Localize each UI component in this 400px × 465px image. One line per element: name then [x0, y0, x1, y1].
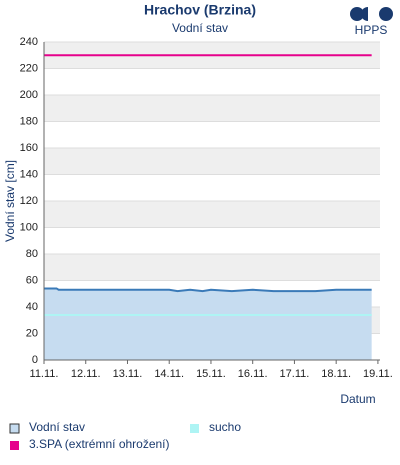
x-tick-label: 12.11.	[71, 368, 101, 380]
y-axis-label: Vodní stav [cm]	[3, 160, 17, 242]
legend-label: 3.SPA (extrémní ohrožení)	[29, 437, 170, 451]
y-tick-label: 80	[26, 248, 38, 260]
x-tick-label: 11.11.	[30, 368, 59, 380]
x-tick-label: 14.11.	[154, 368, 184, 380]
y-tick-label: 200	[20, 89, 38, 101]
legend-label: sucho	[209, 420, 241, 434]
x-tick-label: 17.11.	[280, 368, 310, 380]
logo	[350, 7, 393, 21]
y-tick-label: 0	[32, 354, 38, 366]
brand: HPPS	[355, 23, 388, 37]
legend-swatch	[9, 423, 20, 434]
x-tick-label: 15.11.	[196, 368, 226, 380]
y-tick-label: 20	[26, 327, 38, 339]
x-tick-label: 19.11.	[363, 368, 393, 380]
y-tick-label: 240	[20, 36, 38, 48]
x-axis-label: Datum	[340, 392, 375, 406]
chart-subtitle: Vodní stav	[172, 21, 228, 35]
y-tick-label: 40	[26, 301, 38, 313]
grid-band	[44, 148, 380, 175]
chart-title: Hrachov (Brzina)	[144, 2, 256, 18]
legend-swatch	[190, 424, 199, 433]
grid-band	[44, 254, 380, 281]
grid-band	[44, 201, 380, 228]
legend-swatch	[10, 441, 19, 450]
y-tick-label: 220	[20, 62, 38, 74]
y-tick-label: 120	[20, 195, 38, 207]
line	[44, 287, 372, 293]
y-tick-label: 180	[20, 115, 38, 127]
y-tick-label: 100	[20, 221, 38, 233]
x-tick-label: 18.11.	[321, 368, 351, 380]
area-fill	[44, 288, 372, 360]
y-tick-label: 140	[20, 168, 38, 180]
legend-label: Vodní stav	[29, 420, 85, 434]
x-tick-label: 13.11.	[113, 368, 143, 380]
y-tick-label: 60	[26, 274, 38, 286]
x-tick-label: 16.11.	[238, 368, 268, 380]
y-tick-label: 160	[20, 142, 38, 154]
grid-band	[44, 95, 380, 122]
